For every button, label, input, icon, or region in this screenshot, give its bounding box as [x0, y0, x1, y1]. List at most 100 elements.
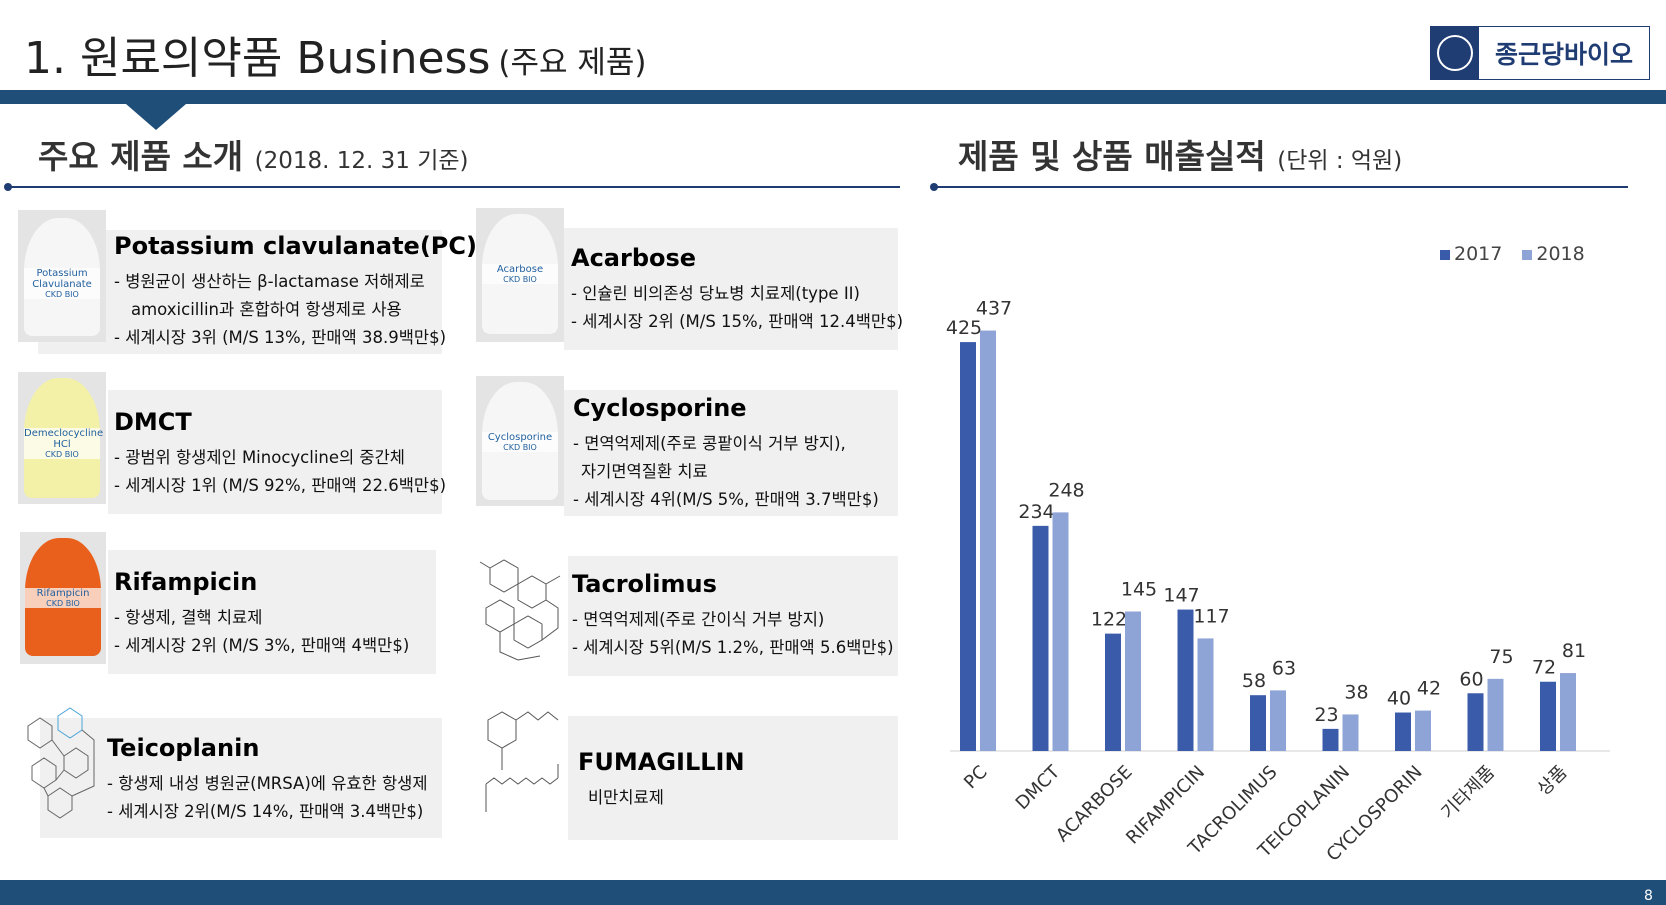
jar-brand-label: CKD BIO — [45, 450, 79, 460]
desc-line: - 면역억제제(주로 간이식 거부 방지) — [572, 610, 825, 629]
data-label-2018-1: 248 — [1048, 479, 1084, 501]
bar-2017-0 — [960, 342, 976, 751]
data-label-2018-5: 38 — [1344, 681, 1368, 703]
bar-2017-6 — [1395, 712, 1411, 751]
data-label-2018-4: 63 — [1272, 657, 1296, 679]
legend-label-2017: 2017 — [1454, 243, 1503, 265]
product-desc-cyclosporine: - 면역억제제(주로 콩팥이식 거부 방지), 자기면역질환 치료 - 세계시장… — [573, 430, 879, 514]
data-label-2018-7: 75 — [1489, 646, 1513, 668]
desc-line: - 광범위 항생제인 Minocycline의 중간체 — [114, 448, 405, 467]
x-tick-label-0: PC — [960, 762, 991, 793]
product-name-pc: Potassium clavulanate(PC) — [114, 232, 477, 260]
bar-2018-6 — [1415, 710, 1431, 751]
data-label-2017-3: 147 — [1163, 585, 1199, 607]
desc-line: - 세계시장 5위(M/S 1.2%, 판매액 5.6백만$) — [572, 638, 894, 657]
logo-emblem-icon — [1431, 27, 1479, 79]
product-name-cyclosporine: Cyclosporine — [573, 394, 747, 422]
product-desc-rifampicin: - 항생제, 결핵 치료제 - 세계시장 2위 (M/S 3%, 판매액 4백만… — [114, 604, 409, 660]
product-name-dmct: DMCT — [114, 408, 192, 436]
header-bar — [0, 90, 1666, 104]
product-image-acarbose: Acarbose CKD BIO — [476, 208, 564, 342]
page-number: 8 — [1644, 888, 1653, 904]
bar-2017-7 — [1467, 693, 1484, 751]
header-notch — [126, 104, 186, 130]
product-card-fumagillin — [568, 716, 898, 840]
data-label-2018-3: 117 — [1193, 605, 1229, 627]
data-label-2018-0: 437 — [976, 298, 1012, 320]
bar-2018-3 — [1197, 638, 1214, 751]
right-section-rule — [930, 183, 1628, 191]
bar-2018-1 — [1052, 512, 1069, 751]
desc-line: 자기면역질환 치료 — [581, 462, 708, 481]
bar-2018-8 — [1560, 673, 1576, 751]
jar-brand-label: CKD BIO — [503, 442, 537, 452]
jar-brand-label: CKD BIO — [46, 598, 80, 608]
jar-label-cyclosporine: Cyclosporine CKD BIO — [482, 431, 558, 452]
desc-line: - 세계시장 1위 (M/S 92%, 판매액 22.6백만$) — [114, 476, 447, 495]
jar-label-acarbose: Acarbose CKD BIO — [482, 264, 558, 285]
page-title: 1. 원료의약품 Business (주요 제품) — [24, 22, 647, 86]
bar-2017-4 — [1250, 695, 1266, 751]
product-desc-pc: - 병원균이 생산하는 β-lactamase 저해제로 amoxicillin… — [114, 268, 446, 352]
legend-item-2018: 2018 — [1522, 243, 1585, 265]
data-label-2017-7: 60 — [1459, 668, 1483, 690]
bar-2018-7 — [1487, 678, 1504, 751]
desc-line: - 인슐린 비의존성 당뇨병 치료제(type II) — [571, 284, 860, 303]
desc-line: - 세계시장 3위 (M/S 13%, 판매액 38.9백만$) — [114, 328, 447, 347]
tacrolimus-structure-icon — [479, 559, 561, 661]
desc-line: - 세계시장 2위(M/S 14%, 판매액 3.4백만$) — [107, 802, 424, 821]
left-section-date: (2018. 12. 31 기준) — [254, 148, 469, 174]
data-label-2017-1: 234 — [1018, 501, 1054, 523]
logo-text: 종근당바이오 — [1494, 40, 1633, 69]
data-label-2017-2: 122 — [1091, 609, 1127, 631]
title-main: 1. 원료의약품 Business — [24, 33, 491, 84]
bar-2018-5 — [1342, 714, 1359, 751]
desc-line: - 세계시장 2위 (M/S 3%, 판매액 4백만$) — [114, 636, 410, 655]
data-label-2017-0: 425 — [946, 317, 982, 339]
product-desc-dmct: - 광범위 항생제인 Minocycline의 중간체 - 세계시장 1위 (M… — [114, 444, 446, 500]
data-label-2017-4: 58 — [1242, 670, 1266, 692]
bar-2018-4 — [1270, 690, 1286, 751]
desc-line: amoxicillin과 혼합하여 항생제로 사용 — [131, 300, 402, 319]
bar-2018-2 — [1125, 611, 1141, 751]
desc-line: 비만치료제 — [588, 788, 664, 807]
data-label-2017-5: 23 — [1314, 704, 1338, 726]
desc-line: - 세계시장 2위 (M/S 15%, 판매액 12.4백만$) — [571, 312, 904, 331]
jar-label-dmct: Demeclocycline HCl CKD BIO — [24, 428, 104, 460]
company-logo: 종근당바이오 — [1430, 26, 1650, 80]
x-tick-label-1: DMCT — [1012, 761, 1065, 814]
x-tick-label-8: 상품 — [1533, 762, 1571, 800]
product-card-tacrolimus — [568, 556, 898, 676]
data-label-2017-6: 40 — [1387, 688, 1411, 710]
sales-bar-chart: 425437PC234248DMCT122145ACARBOSE147117RI… — [946, 298, 1610, 866]
jar-label-rifampicin: Rifampicin CKD BIO — [25, 587, 101, 608]
right-section-title: 제품 및 상품 매출실적 (단위 : 억원) — [958, 130, 1402, 178]
product-card-teicoplanin — [40, 718, 442, 838]
legend-swatch-2017 — [1440, 249, 1450, 260]
jar-brand-label: CKD BIO — [503, 275, 537, 285]
product-name-tacrolimus: Tacrolimus — [572, 570, 717, 598]
legend-label-2018: 2018 — [1536, 243, 1585, 265]
desc-line: - 세계시장 4위(M/S 5%, 판매액 3.7백만$) — [573, 490, 879, 509]
bar-2017-1 — [1032, 525, 1049, 751]
fumagillin-structure-icon — [485, 711, 559, 812]
bar-2017-3 — [1177, 609, 1194, 751]
chart-legend: 2017 2018 — [1440, 243, 1585, 265]
product-name-fumagillin: FUMAGILLIN — [578, 748, 745, 776]
product-image-cyclosporine: Cyclosporine CKD BIO — [476, 376, 564, 506]
product-name-rifampicin: Rifampicin — [114, 568, 258, 596]
data-label-2017-8: 72 — [1532, 657, 1556, 679]
desc-line: - 항생제, 결핵 치료제 — [114, 608, 263, 627]
bar-2017-5 — [1322, 728, 1339, 751]
product-image-dmct: Demeclocycline HCl CKD BIO — [18, 372, 106, 504]
bar-2018-0 — [980, 330, 996, 751]
legend-swatch-2018 — [1522, 249, 1533, 260]
product-name-acarbose: Acarbose — [571, 244, 697, 272]
data-label-2018-2: 145 — [1121, 578, 1157, 600]
desc-line: - 항생제 내성 병원균(MRSA)에 유효한 항생제 — [107, 774, 428, 793]
desc-line: - 병원균이 생산하는 β-lactamase 저해제로 — [114, 272, 425, 291]
title-sub: (주요 제품) — [498, 45, 647, 81]
product-card-dmct — [108, 390, 442, 514]
bar-2017-8 — [1540, 681, 1556, 751]
x-tick-label-7: 기타제품 — [1437, 762, 1499, 824]
